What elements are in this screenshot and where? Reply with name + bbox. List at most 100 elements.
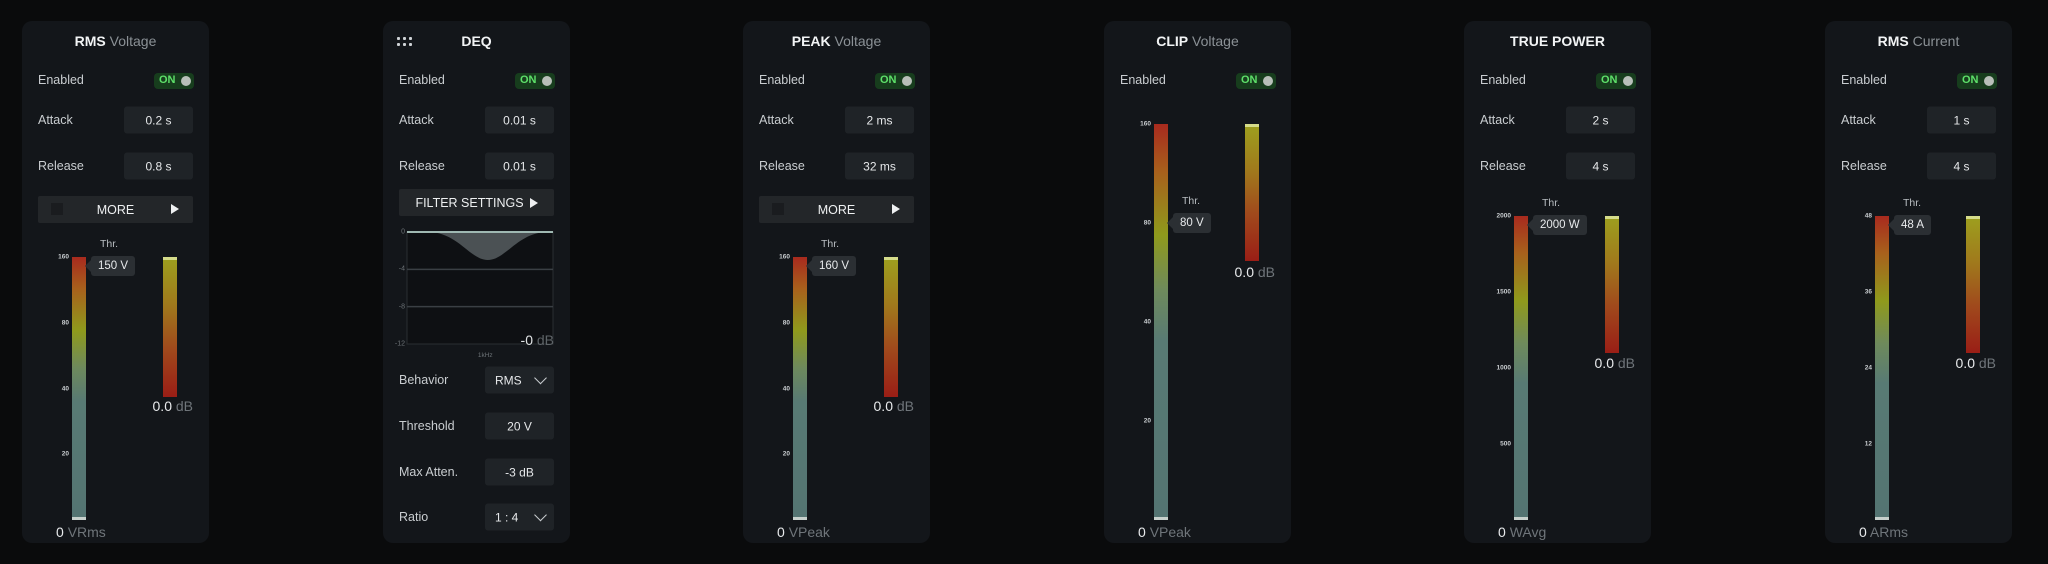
enabled-toggle[interactable]: ON <box>875 73 915 89</box>
title-bold: DEQ <box>461 33 492 49</box>
row-label: Ratio <box>399 510 429 524</box>
panel-rms-current: RMS Current Enabled ON Attack 1 s Release 4 s 4… <box>1825 21 2012 543</box>
enabled-toggle[interactable]: ON <box>1957 73 1997 89</box>
level-meter-bar <box>1875 216 1889 520</box>
button-label: MORE <box>96 202 135 217</box>
release-field[interactable]: 4 s <box>1566 152 1635 180</box>
gr-value: 0.0 <box>873 398 893 414</box>
y-tick-label: -12 <box>394 340 405 348</box>
enabled-toggle[interactable]: ON <box>515 73 555 89</box>
release-field[interactable]: 32 ms <box>845 152 914 180</box>
toggle-label: ON <box>880 74 897 86</box>
attack-field[interactable]: 0.01 s <box>485 106 554 134</box>
y-tick-label: 0 <box>401 228 405 236</box>
panel-title: DEQ <box>383 33 570 49</box>
threshold-label: Thr. <box>1542 197 1561 209</box>
level-meter-floor <box>793 517 807 520</box>
threshold-label: Thr. <box>1182 195 1201 207</box>
meter-zero-label: 0 WAvg <box>1498 524 1546 540</box>
meter-tick-label: 160 <box>1140 120 1151 128</box>
meter-tick-label: 80 <box>782 319 790 327</box>
gain-reduction-cap <box>163 257 177 260</box>
attack-field[interactable]: 2 s <box>1566 106 1635 134</box>
toggle-knob <box>1263 76 1273 86</box>
meter-tick-label: 20 <box>61 450 69 458</box>
enabled-toggle[interactable]: ON <box>1596 73 1636 89</box>
title-bold: RMS <box>74 33 106 49</box>
release-field[interactable]: 0.01 s <box>485 152 554 180</box>
threshold-handle[interactable]: 48 A <box>1887 215 1932 235</box>
threshold-handle[interactable]: 150 V <box>84 256 136 276</box>
filter-graph[interactable]: 0 -4 -8 -12 1kHz -0 dB <box>394 228 554 360</box>
enabled-label: Enabled <box>1120 73 1166 87</box>
more-checkbox[interactable] <box>772 203 784 215</box>
behavior-select[interactable]: RMS <box>485 366 554 394</box>
field-value: 20 V <box>507 419 532 433</box>
filter-settings-button[interactable]: FILTER SETTINGS <box>399 189 554 216</box>
y-tick-label: -8 <box>398 303 405 311</box>
row-label-attack: Attack <box>1480 113 1515 127</box>
chevron-down-icon <box>534 508 547 522</box>
level-meter-bar <box>793 257 807 520</box>
meter-tick-label: 40 <box>782 385 790 392</box>
title-bold: CLIP <box>1156 33 1189 49</box>
release-field[interactable]: 0.8 s <box>124 152 193 180</box>
filter-curve-plot <box>406 231 554 345</box>
meter-unit: VPeak <box>1149 524 1191 540</box>
gr-value: 0.0 <box>1955 355 1975 371</box>
more-button[interactable]: MORE <box>38 196 193 223</box>
title-light: Voltage <box>1192 33 1239 49</box>
panel-clip-voltage: CLIP Voltage Enabled ON 160 80 40 20 Thr. 80 V 0 … <box>1104 21 1291 543</box>
gain-reduction-meter <box>1966 216 1980 353</box>
title-bold: TRUE POWER <box>1510 33 1605 49</box>
meter-zero-label: 0 ARms <box>1859 524 1908 540</box>
gain-reduction-readout: 0.0 dB <box>1595 355 1635 371</box>
enabled-label: Enabled <box>1841 73 1887 87</box>
enabled-label: Enabled <box>1480 73 1526 87</box>
chevron-down-icon <box>534 371 547 385</box>
grid-handle-icon[interactable] <box>397 35 413 47</box>
attack-field[interactable]: 1 s <box>1927 106 1996 134</box>
panel-title: CLIP Voltage <box>1104 33 1291 49</box>
toggle-label: ON <box>1962 74 1979 86</box>
toggle-knob <box>1623 76 1633 86</box>
ratio-select[interactable]: 1 : 4 <box>485 503 554 531</box>
play-triangle-icon <box>171 204 179 214</box>
gr-unit: dB <box>175 398 193 414</box>
row-label: Threshold <box>399 419 455 433</box>
threshold-handle[interactable]: 2000 W <box>1527 215 1587 235</box>
gain-reduction-readout: 0.0 dB <box>153 398 193 414</box>
enabled-toggle[interactable]: ON <box>1236 73 1276 89</box>
meter-tick-label: 20 <box>782 450 790 458</box>
enabled-label: Enabled <box>399 73 445 87</box>
threshold-handle[interactable]: 80 V <box>1167 213 1211 233</box>
gr-unit: dB <box>1257 264 1275 280</box>
toggle-label: ON <box>1241 74 1258 86</box>
more-button[interactable]: MORE <box>759 196 914 223</box>
title-bold: PEAK <box>791 33 831 49</box>
meter-tick-label: 24 <box>1864 364 1872 372</box>
more-checkbox[interactable] <box>51 203 63 215</box>
threshold-field[interactable]: 20 V <box>485 412 554 440</box>
row-label: Behavior <box>399 373 449 387</box>
gain-reduction-cap <box>884 257 898 260</box>
level-meter-bar <box>72 257 86 520</box>
title-bold: RMS <box>1877 33 1909 49</box>
max-atten-field[interactable]: -3 dB <box>485 458 554 486</box>
meter-zero: 0 <box>1498 524 1506 540</box>
play-triangle-icon <box>529 197 538 208</box>
meter-zero: 0 <box>56 524 64 540</box>
enabled-toggle[interactable]: ON <box>154 73 194 89</box>
toggle-label: ON <box>159 74 176 86</box>
row-label-attack: Attack <box>1841 113 1876 127</box>
meter-zero-label: 0 VPeak <box>1138 524 1191 540</box>
threshold-handle[interactable]: 160 V <box>805 256 857 276</box>
toggle-label: ON <box>520 74 537 86</box>
attack-field[interactable]: 2 ms <box>845 106 914 134</box>
gain-reduction-readout: 0.0 dB <box>1235 264 1275 280</box>
attack-field[interactable]: 0.2 s <box>124 106 193 134</box>
meter-tick-label: 160 <box>58 253 69 261</box>
meter-tick-label: 48 <box>1864 212 1872 220</box>
meter-tick-label: 1000 <box>1496 364 1511 372</box>
release-field[interactable]: 4 s <box>1927 152 1996 180</box>
